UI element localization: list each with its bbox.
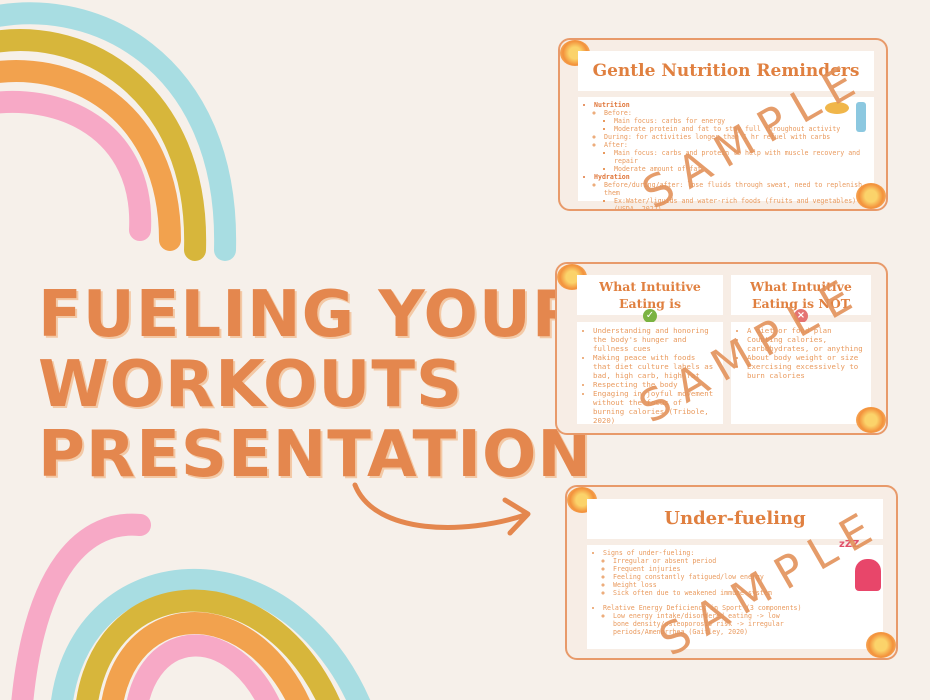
bullet: Main focus: carbs and protein to help wi…: [614, 149, 868, 165]
slide-preview-nutrition: Gentle Nutrition Reminders Nutrition Bef…: [558, 38, 888, 211]
bullet: Before/during/after: lose fluids through…: [604, 181, 868, 197]
bullet: Moderate protein and fat to stay full th…: [614, 125, 868, 133]
bullet: Irregular or absent period: [613, 557, 877, 565]
arrow-icon: [352, 482, 531, 536]
flower-logo-icon: [856, 407, 886, 433]
slide-title: What Intuitive Eating is NOT: [731, 275, 871, 315]
slide-title: Under-fueling: [587, 499, 883, 539]
bullet: Nutrition: [594, 101, 868, 109]
title-line: WORKOUTS: [38, 348, 464, 422]
slide-title: What Intuitive Eating is: [577, 275, 723, 315]
flower-logo-icon: [856, 183, 886, 209]
bullet: Hydration: [594, 173, 868, 181]
zzz-icon: zZZ: [839, 539, 860, 550]
slide-body: Nutrition Before: Main focus: carbs for …: [578, 97, 874, 209]
bullet: A diet or food plan: [747, 326, 865, 335]
tired-person-illustration: [855, 559, 881, 591]
water-bottle-icon: [856, 102, 866, 132]
bullet: Engaging in joyful movement without the …: [593, 389, 717, 425]
rainbow-bottom-left: [11, 513, 371, 700]
bullet: Respecting the body: [593, 380, 717, 389]
title-line: FUELING YOUR: [38, 278, 583, 352]
bullet: Moderate amount of fat: [614, 165, 868, 173]
bullet: After:: [604, 141, 868, 149]
bullet: Relative Energy Deficiency in Sport (3 c…: [603, 604, 877, 612]
bullet: Exercising excessively to burn calories: [747, 362, 865, 380]
bullet: Frequent injuries: [613, 565, 877, 573]
bullet: Low energy intake/disordered eating -> l…: [613, 612, 877, 636]
flower-logo-icon: [866, 632, 896, 658]
title-line: PRESENTATION: [38, 418, 592, 492]
bullet: Making peace with foods that diet cultur…: [593, 353, 717, 380]
bullet: Counting calories, carbohydrates, or any…: [747, 335, 865, 353]
slide-body-right: A diet or food planCounting calories, ca…: [731, 322, 871, 424]
bullet: Before:: [604, 109, 868, 117]
bullet: During: for activities longer than 1 hr …: [604, 133, 868, 141]
bullet: Understanding and honoring the body's hu…: [593, 326, 717, 353]
bullet: Ex:Water/liquids and water-rich foods (f…: [614, 197, 868, 209]
slide-body: Signs of under-fueling: Irregular or abs…: [587, 545, 883, 649]
bullet: Sick often due to weakened immune system: [613, 589, 877, 597]
slide-preview-intuitive-eating: What Intuitive Eating is What Intuitive …: [555, 262, 888, 435]
slide-body-left: Understanding and honoring the body's hu…: [577, 322, 723, 425]
x-circle-icon: ×: [794, 309, 808, 323]
bullet: Weight loss: [613, 581, 877, 589]
presentation-title: FUELING YOUR WORKOUTS PRESENTATION: [38, 280, 592, 490]
check-circle-icon: ✓: [643, 309, 657, 323]
slide-title: Gentle Nutrition Reminders: [578, 51, 874, 91]
bullet: Main focus: carbs for energy: [614, 117, 868, 125]
slide-preview-under-fueling: Under-fueling Signs of under-fueling: Ir…: [565, 485, 898, 660]
bullet: Feeling constantly fatigued/low energy: [613, 573, 877, 581]
bullet: About body weight or size: [747, 353, 865, 362]
bullet: Signs of under-fueling:: [603, 549, 877, 557]
rainbow-top-left: [0, 2, 237, 261]
bagel-icon: [825, 102, 849, 114]
